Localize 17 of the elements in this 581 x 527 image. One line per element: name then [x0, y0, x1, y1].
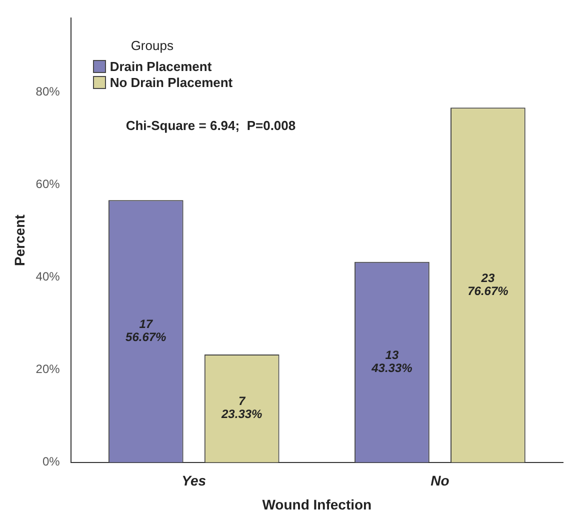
y-tick-label: 0%: [42, 454, 60, 469]
data-label: 13 43.33%: [370, 348, 413, 375]
y-tick-label: 40%: [36, 270, 60, 284]
data-label: 7 23.33%: [220, 394, 263, 422]
data-label: 17 56.67%: [126, 317, 167, 344]
x-tick-label: Yes: [182, 472, 206, 489]
y-tick-label: 60%: [36, 177, 60, 192]
legend-label: No Drain Placement: [110, 75, 233, 90]
y-tick-label: 20%: [36, 362, 60, 376]
x-axis-title: Wound Infection: [262, 496, 372, 512]
x-tick-label: No: [430, 472, 450, 489]
y-axis-title: Percent: [11, 214, 28, 266]
y-tick-label: 80%: [36, 84, 60, 99]
annotation: Chi-Square = 6.94; P=0.008: [126, 118, 296, 134]
legend-label: Drain Placement: [110, 59, 212, 74]
data-label: 23 76.67%: [468, 270, 509, 298]
legend-title: Groups: [130, 38, 174, 54]
